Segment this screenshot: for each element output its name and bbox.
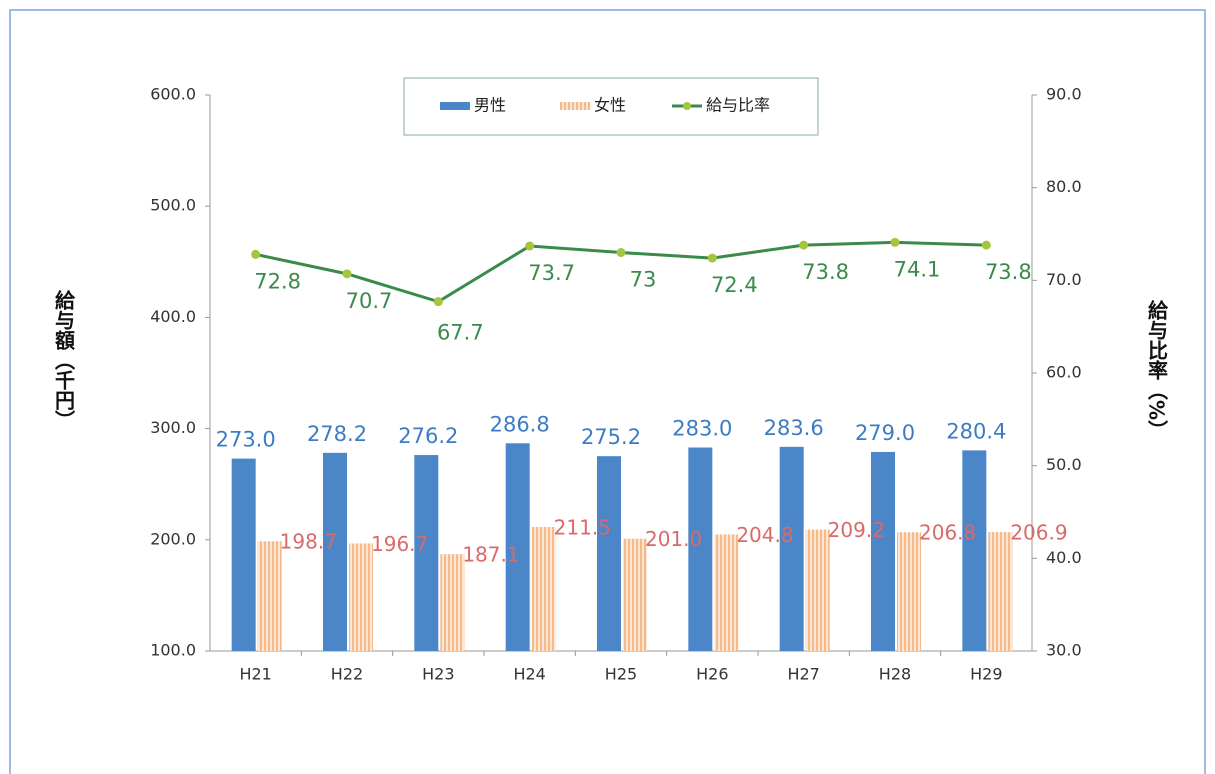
y-tick-label: 200.0: [150, 529, 196, 548]
bar-label: 206.8: [919, 521, 976, 545]
bar-label: 206.9: [1010, 521, 1067, 545]
bar-label: 283.6: [764, 416, 824, 440]
y2-tick-label: 90.0: [1046, 85, 1082, 104]
bar: [505, 443, 530, 651]
line-label: 73.7: [528, 261, 575, 285]
x-tick-label: H26: [696, 665, 728, 684]
line-marker: [616, 248, 626, 258]
bar-label: 211.5: [554, 516, 611, 540]
line-label: 70.7: [346, 289, 393, 313]
line-marker: [890, 237, 900, 247]
y-tick-label: 400.0: [150, 307, 196, 326]
bar-label: 275.2: [581, 425, 641, 449]
y-tick-label: 300.0: [150, 418, 196, 437]
y-tick-label: 600.0: [150, 85, 196, 104]
line-label: 73.8: [802, 260, 849, 284]
y-tick-label: 500.0: [150, 196, 196, 215]
line-label: 72.8: [254, 269, 301, 293]
x-tick-label: H24: [513, 665, 545, 684]
x-tick-label: H23: [422, 665, 454, 684]
bar-label: 283.0: [672, 417, 732, 441]
legend-label: 男性: [474, 96, 506, 115]
bar: [623, 538, 647, 651]
legend-box: [403, 77, 819, 136]
bar-label: 198.7: [280, 530, 337, 554]
line-label: 73.8: [985, 260, 1032, 284]
line-label: 73: [630, 268, 657, 292]
line-marker: [342, 269, 352, 279]
bar: [988, 532, 1013, 651]
x-tick-label: H21: [239, 665, 271, 684]
x-tick-label: H27: [787, 665, 819, 684]
bar-label: 204.8: [736, 523, 793, 547]
line-marker: [433, 297, 443, 307]
bar-label: 280.4: [946, 419, 1006, 443]
x-tick-label: H22: [331, 665, 363, 684]
line-marker: [799, 240, 809, 250]
bar-label: 279.0: [855, 421, 915, 445]
x-tick-label: H29: [970, 665, 1002, 684]
y2-tick-label: 60.0: [1046, 363, 1082, 382]
bar: [688, 447, 713, 651]
bar-label: 273.0: [216, 428, 276, 452]
legend-swatch: [440, 102, 470, 110]
line-marker: [525, 241, 535, 251]
bar: [349, 543, 373, 651]
bar-label: 201.0: [645, 527, 702, 551]
bar: [805, 529, 830, 651]
bar: [714, 534, 739, 651]
bar: [257, 541, 282, 651]
line-label: 74.1: [894, 257, 941, 281]
legend-label: 女性: [594, 96, 626, 115]
line-marker: [707, 253, 717, 263]
bar: [414, 455, 439, 651]
y-tick-label: 100.0: [150, 641, 196, 660]
x-tick-label: H28: [879, 665, 911, 684]
bar: [597, 456, 621, 651]
bar-label: 187.1: [462, 543, 519, 567]
bar-label: 286.8: [490, 412, 550, 436]
legend-marker: [683, 102, 691, 110]
bar: [440, 554, 465, 651]
bar: [323, 452, 347, 651]
bar: [871, 451, 895, 651]
y2-tick-label: 40.0: [1046, 548, 1082, 567]
bar-label: 278.2: [307, 422, 367, 446]
bar-label: 276.2: [398, 424, 458, 448]
frame: [9, 9, 1206, 774]
line-label: 67.7: [437, 321, 484, 345]
y2-tick-label: 50.0: [1046, 455, 1082, 474]
bar: [531, 527, 556, 651]
y2-tick-label: 70.0: [1046, 270, 1082, 289]
legend-label: 給与比率: [706, 96, 770, 115]
bar: [231, 458, 256, 651]
legend-swatch: [560, 102, 590, 110]
bar: [897, 532, 921, 651]
bar: [779, 446, 804, 651]
bar-label: 196.7: [371, 532, 428, 556]
y2-tick-label: 30.0: [1046, 641, 1082, 660]
y2-tick-label: 80.0: [1046, 177, 1082, 196]
x-tick-label: H25: [605, 665, 637, 684]
bar-label: 209.2: [828, 518, 885, 542]
y2-axis-label: 給与比率（%）: [1145, 299, 1169, 440]
line-marker: [251, 249, 261, 259]
bar: [962, 450, 987, 651]
y-axis-label: 給与額（千円）: [52, 289, 76, 430]
line-marker: [981, 240, 991, 250]
line-label: 72.4: [711, 273, 758, 297]
